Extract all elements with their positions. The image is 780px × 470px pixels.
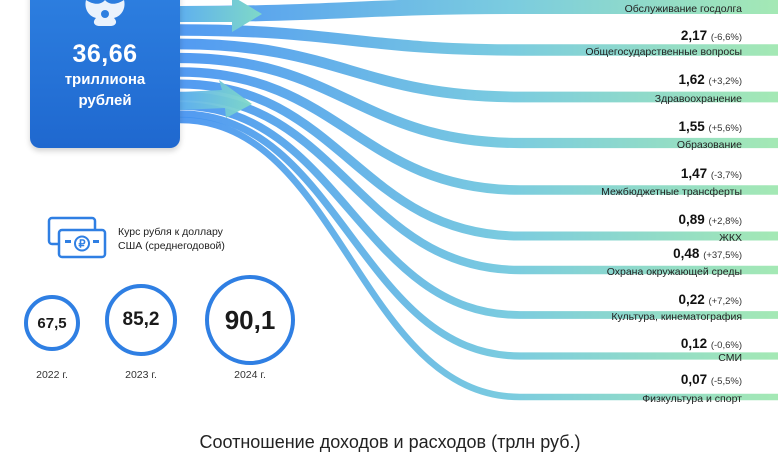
expense-change: (-6,6%) (710, 32, 742, 43)
total-unit-line1: триллиона (64, 71, 146, 88)
flow-band-8 (179, 110, 778, 360)
expense-amount: 0,22 (678, 292, 709, 307)
expense-label-7: Культура, кинематография (611, 311, 742, 323)
expense-amount: 1,55 (678, 119, 709, 134)
expense-label-8: СМИ (718, 352, 742, 364)
expense-label-5: ЖКХ (719, 232, 742, 244)
expense-value-9: 0,07 (-5,5%) (681, 372, 742, 387)
expense-change: (-0,6%) (710, 340, 742, 351)
expense-change: (+7,2%) (708, 296, 742, 307)
rate-year-0: 2022 г. (36, 369, 68, 381)
rate-circle-0: 67,5 (24, 295, 80, 351)
money-icon: ₽ (47, 216, 107, 259)
expense-value-8: 0,12 (-0,6%) (681, 336, 742, 351)
rate-year-2: 2024 г. (234, 369, 266, 381)
expense-change: (+37,5%) (703, 250, 742, 261)
expense-change: (-5,5%) (710, 376, 742, 387)
eagle-emblem-icon (85, 0, 125, 26)
expense-value-4: 1,47 (-3,7%) (681, 166, 742, 181)
expense-amount: 0,12 (680, 336, 711, 351)
expense-value-3: 1,55 (+5,6%) (678, 119, 742, 134)
expense-change: (+3,2%) (708, 76, 742, 87)
total-value: 36,66 (72, 40, 138, 68)
flow-band-4 (179, 67, 778, 195)
expense-amount: 0,07 (680, 372, 711, 387)
expense-amount: 0,48 (673, 246, 704, 261)
bottom-title: Соотношение доходов и расходов (трлн руб… (199, 432, 581, 452)
total-unit-line2: рублей (78, 92, 132, 109)
expense-label-9: Физкультура и спорт (642, 393, 742, 405)
arrow-top (180, 0, 262, 32)
svg-text:₽: ₽ (79, 239, 86, 251)
rate-circle-1: 85,2 (105, 284, 177, 356)
expense-change: (+5,6%) (708, 123, 742, 134)
flow-band-3 (179, 52, 778, 149)
rate-circle-2: 90,1 (205, 275, 295, 365)
total-expenses-box: 36,66 триллиона рублей (30, 0, 180, 148)
expense-label-2: Здравоохранение (654, 93, 742, 105)
expense-value-2: 1,62 (+3,2%) (678, 72, 742, 87)
expense-value-5: 0,89 (+2,8%) (678, 212, 742, 227)
flow-band-1 (179, 24, 778, 56)
expense-value-7: 0,22 (+7,2%) (678, 292, 742, 307)
expense-label-0: Обслуживание госдолга (624, 3, 742, 15)
expense-change: (+2,8%) (708, 216, 742, 227)
flow-band-2 (179, 38, 778, 103)
flow-band-7 (179, 102, 778, 319)
expense-amount: 0,89 (678, 212, 709, 227)
exchange-rate-caption: Курс рубля к доллару США (среднегодовой) (118, 225, 225, 253)
rate-year-1: 2023 г. (125, 369, 157, 381)
flow-band-5 (179, 79, 778, 241)
expense-amount: 2,17 (680, 28, 711, 43)
flow-band-9 (179, 116, 778, 401)
arrow-middle (180, 80, 252, 118)
expense-change: (-3,7%) (710, 170, 742, 181)
rate-caption-line2: США (среднегодовой) (118, 240, 225, 252)
expense-amount: 1,62 (678, 72, 709, 87)
expense-label-4: Межбюджетные трансферты (601, 186, 742, 198)
expense-label-6: Охрана окружающей среды (606, 266, 742, 278)
expense-value-6: 0,48 (+37,5%) (673, 246, 742, 261)
expense-value-1: 2,17 (-6,6%) (681, 28, 742, 43)
expense-label-1: Общегосударственные вопросы (585, 46, 742, 58)
expense-label-3: Образование (676, 139, 742, 151)
rate-caption-line1: Курс рубля к доллару (118, 226, 223, 238)
expense-amount: 1,47 (680, 166, 711, 181)
